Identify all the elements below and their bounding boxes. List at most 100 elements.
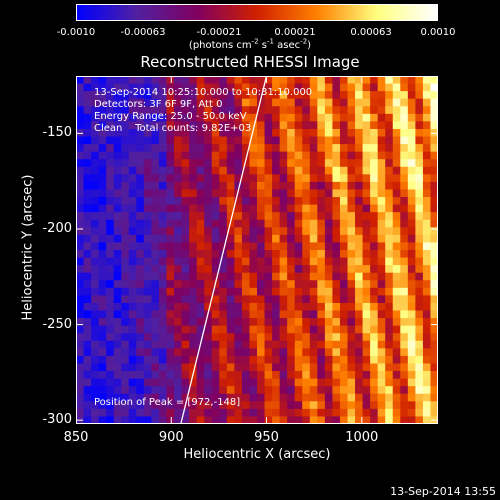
heatmap-cell (332, 393, 341, 402)
heatmap-cell (196, 325, 205, 334)
heatmap-cell (98, 212, 107, 221)
heatmap-cell (422, 295, 431, 304)
heatmap-cell (181, 355, 190, 364)
heatmap-cell (339, 318, 348, 327)
heatmap-cell (83, 181, 92, 190)
heatmap-cell (324, 234, 333, 243)
heatmap-cell (189, 144, 198, 153)
heatmap-cell (166, 393, 175, 402)
heatmap-cell (151, 265, 160, 274)
heatmap-cell (204, 174, 213, 183)
heatmap-cell (226, 310, 235, 319)
heatmap-cell (287, 113, 296, 122)
heatmap-cell (151, 302, 160, 312)
heatmap-cell (226, 113, 235, 122)
heatmap-cell (332, 98, 341, 107)
heatmap-cell (294, 91, 303, 100)
heatmap-cell (362, 76, 371, 85)
heatmap-cell (264, 272, 273, 281)
heatmap-cell (370, 348, 379, 357)
heatmap-cell (287, 83, 296, 92)
heatmap-cell (83, 302, 92, 312)
heatmap-cell (196, 219, 205, 228)
heatmap-cell (362, 128, 371, 138)
heatmap-cell (347, 242, 356, 251)
heatmap-cell (181, 212, 190, 221)
heatmap-cell (211, 128, 220, 138)
heatmap-cell (362, 318, 371, 327)
heatmap-cell (309, 144, 318, 153)
heatmap-cell (151, 242, 160, 251)
heatmap-cell (339, 151, 348, 160)
heatmap-cell (174, 197, 183, 206)
heatmap-cell (106, 287, 115, 296)
heatmap-cell (415, 106, 424, 115)
heatmap-cell (355, 166, 364, 175)
heatmap-cell (219, 325, 228, 334)
heatmap-cell (196, 204, 205, 213)
heatmap-cell (189, 234, 198, 243)
heatmap-cell (226, 219, 235, 228)
heatmap-cell (196, 242, 205, 251)
heatmap-cell (204, 378, 213, 387)
heatmap-cell (249, 318, 258, 327)
heatmap-cell (377, 401, 386, 410)
heatmap-cell (174, 121, 183, 130)
heatmap-cell (226, 144, 235, 153)
heatmap-cell (264, 181, 273, 190)
heatmap-cell (309, 197, 318, 206)
heatmap-cell (332, 265, 341, 274)
heatmap-cell (415, 371, 424, 380)
heatmap-cell (279, 355, 288, 364)
heatmap-cell (324, 159, 333, 168)
heatmap-cell (106, 219, 115, 228)
heatmap-cell (287, 302, 296, 312)
heatmap-cell (324, 363, 333, 372)
heatmap-cell (287, 121, 296, 130)
heatmap-cell (204, 136, 213, 145)
heatmap-cell (83, 136, 92, 145)
heatmap-cell (106, 144, 115, 153)
heatmap-cell (83, 318, 92, 327)
heatmap-cell (309, 355, 318, 364)
heatmap-cell (324, 325, 333, 334)
heatmap-cell (415, 128, 424, 138)
heatmap-cell (309, 219, 318, 228)
heatmap-cell (249, 151, 258, 160)
heatmap-cell (415, 136, 424, 145)
heatmap-cell (143, 340, 152, 349)
heatmap-cell (287, 287, 296, 296)
heatmap-cell (294, 340, 303, 349)
heatmap-cell (370, 166, 379, 175)
heatmap-cell (241, 250, 250, 259)
heatmap-cell (294, 318, 303, 327)
heatmap-cell (219, 302, 228, 312)
heatmap-cell (143, 113, 152, 122)
heatmap-cell (339, 272, 348, 281)
heatmap-cell (234, 355, 243, 364)
heatmap-cell (219, 295, 228, 304)
heatmap-cell (249, 310, 258, 319)
heatmap-cell (204, 106, 213, 115)
heatmap-cell (98, 76, 107, 85)
heatmap-cell (377, 257, 386, 266)
heatmap-cell (234, 386, 243, 395)
heatmap-cell (83, 197, 92, 206)
heatmap-cell (302, 250, 311, 259)
heatmap-cell (189, 318, 198, 327)
heatmap-cell (264, 151, 273, 160)
heatmap-cell (347, 250, 356, 259)
heatmap-cell (196, 265, 205, 274)
heatmap-cell (257, 302, 266, 312)
heatmap-cell (83, 91, 92, 100)
heatmap-cell (317, 83, 326, 92)
heatmap-cell (143, 295, 152, 304)
heatmap-cell (234, 401, 243, 410)
heatmap-cell (174, 340, 183, 349)
heatmap-cell (128, 272, 137, 281)
heatmap-cell (294, 189, 303, 198)
heatmap-cell (204, 287, 213, 296)
heatmap-cell (392, 136, 401, 145)
heatmap-cell (362, 106, 371, 115)
heatmap-cell (158, 325, 167, 334)
